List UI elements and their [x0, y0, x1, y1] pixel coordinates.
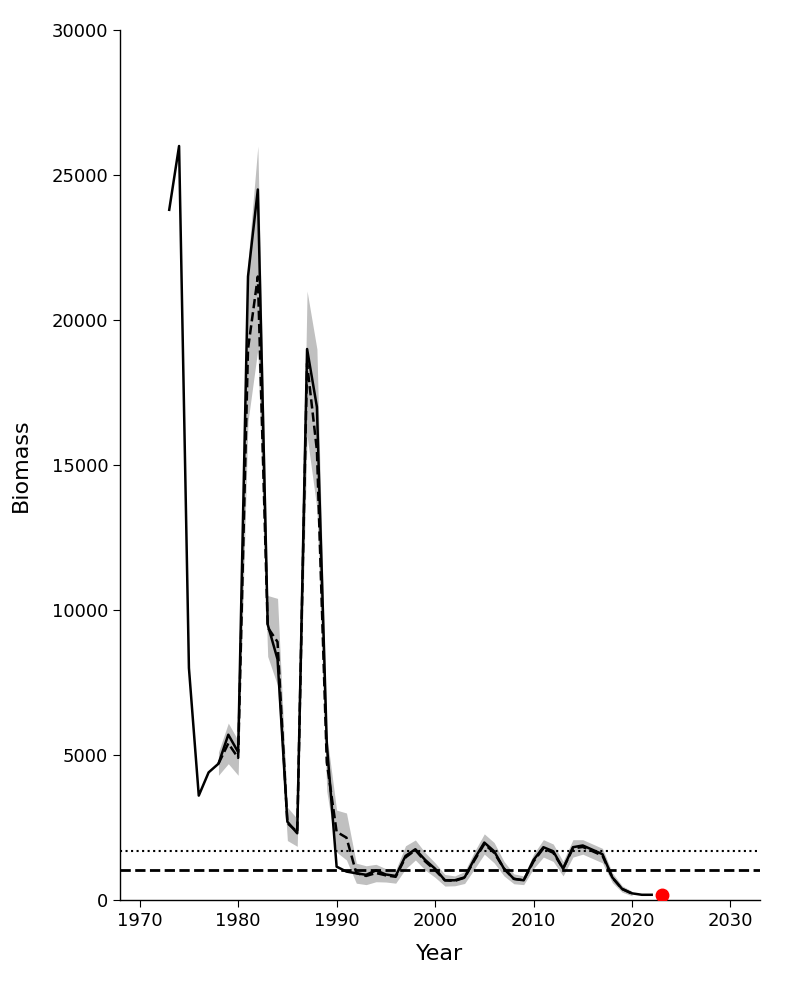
X-axis label: Year: Year [416, 944, 464, 964]
Y-axis label: Biomass: Biomass [10, 418, 30, 512]
